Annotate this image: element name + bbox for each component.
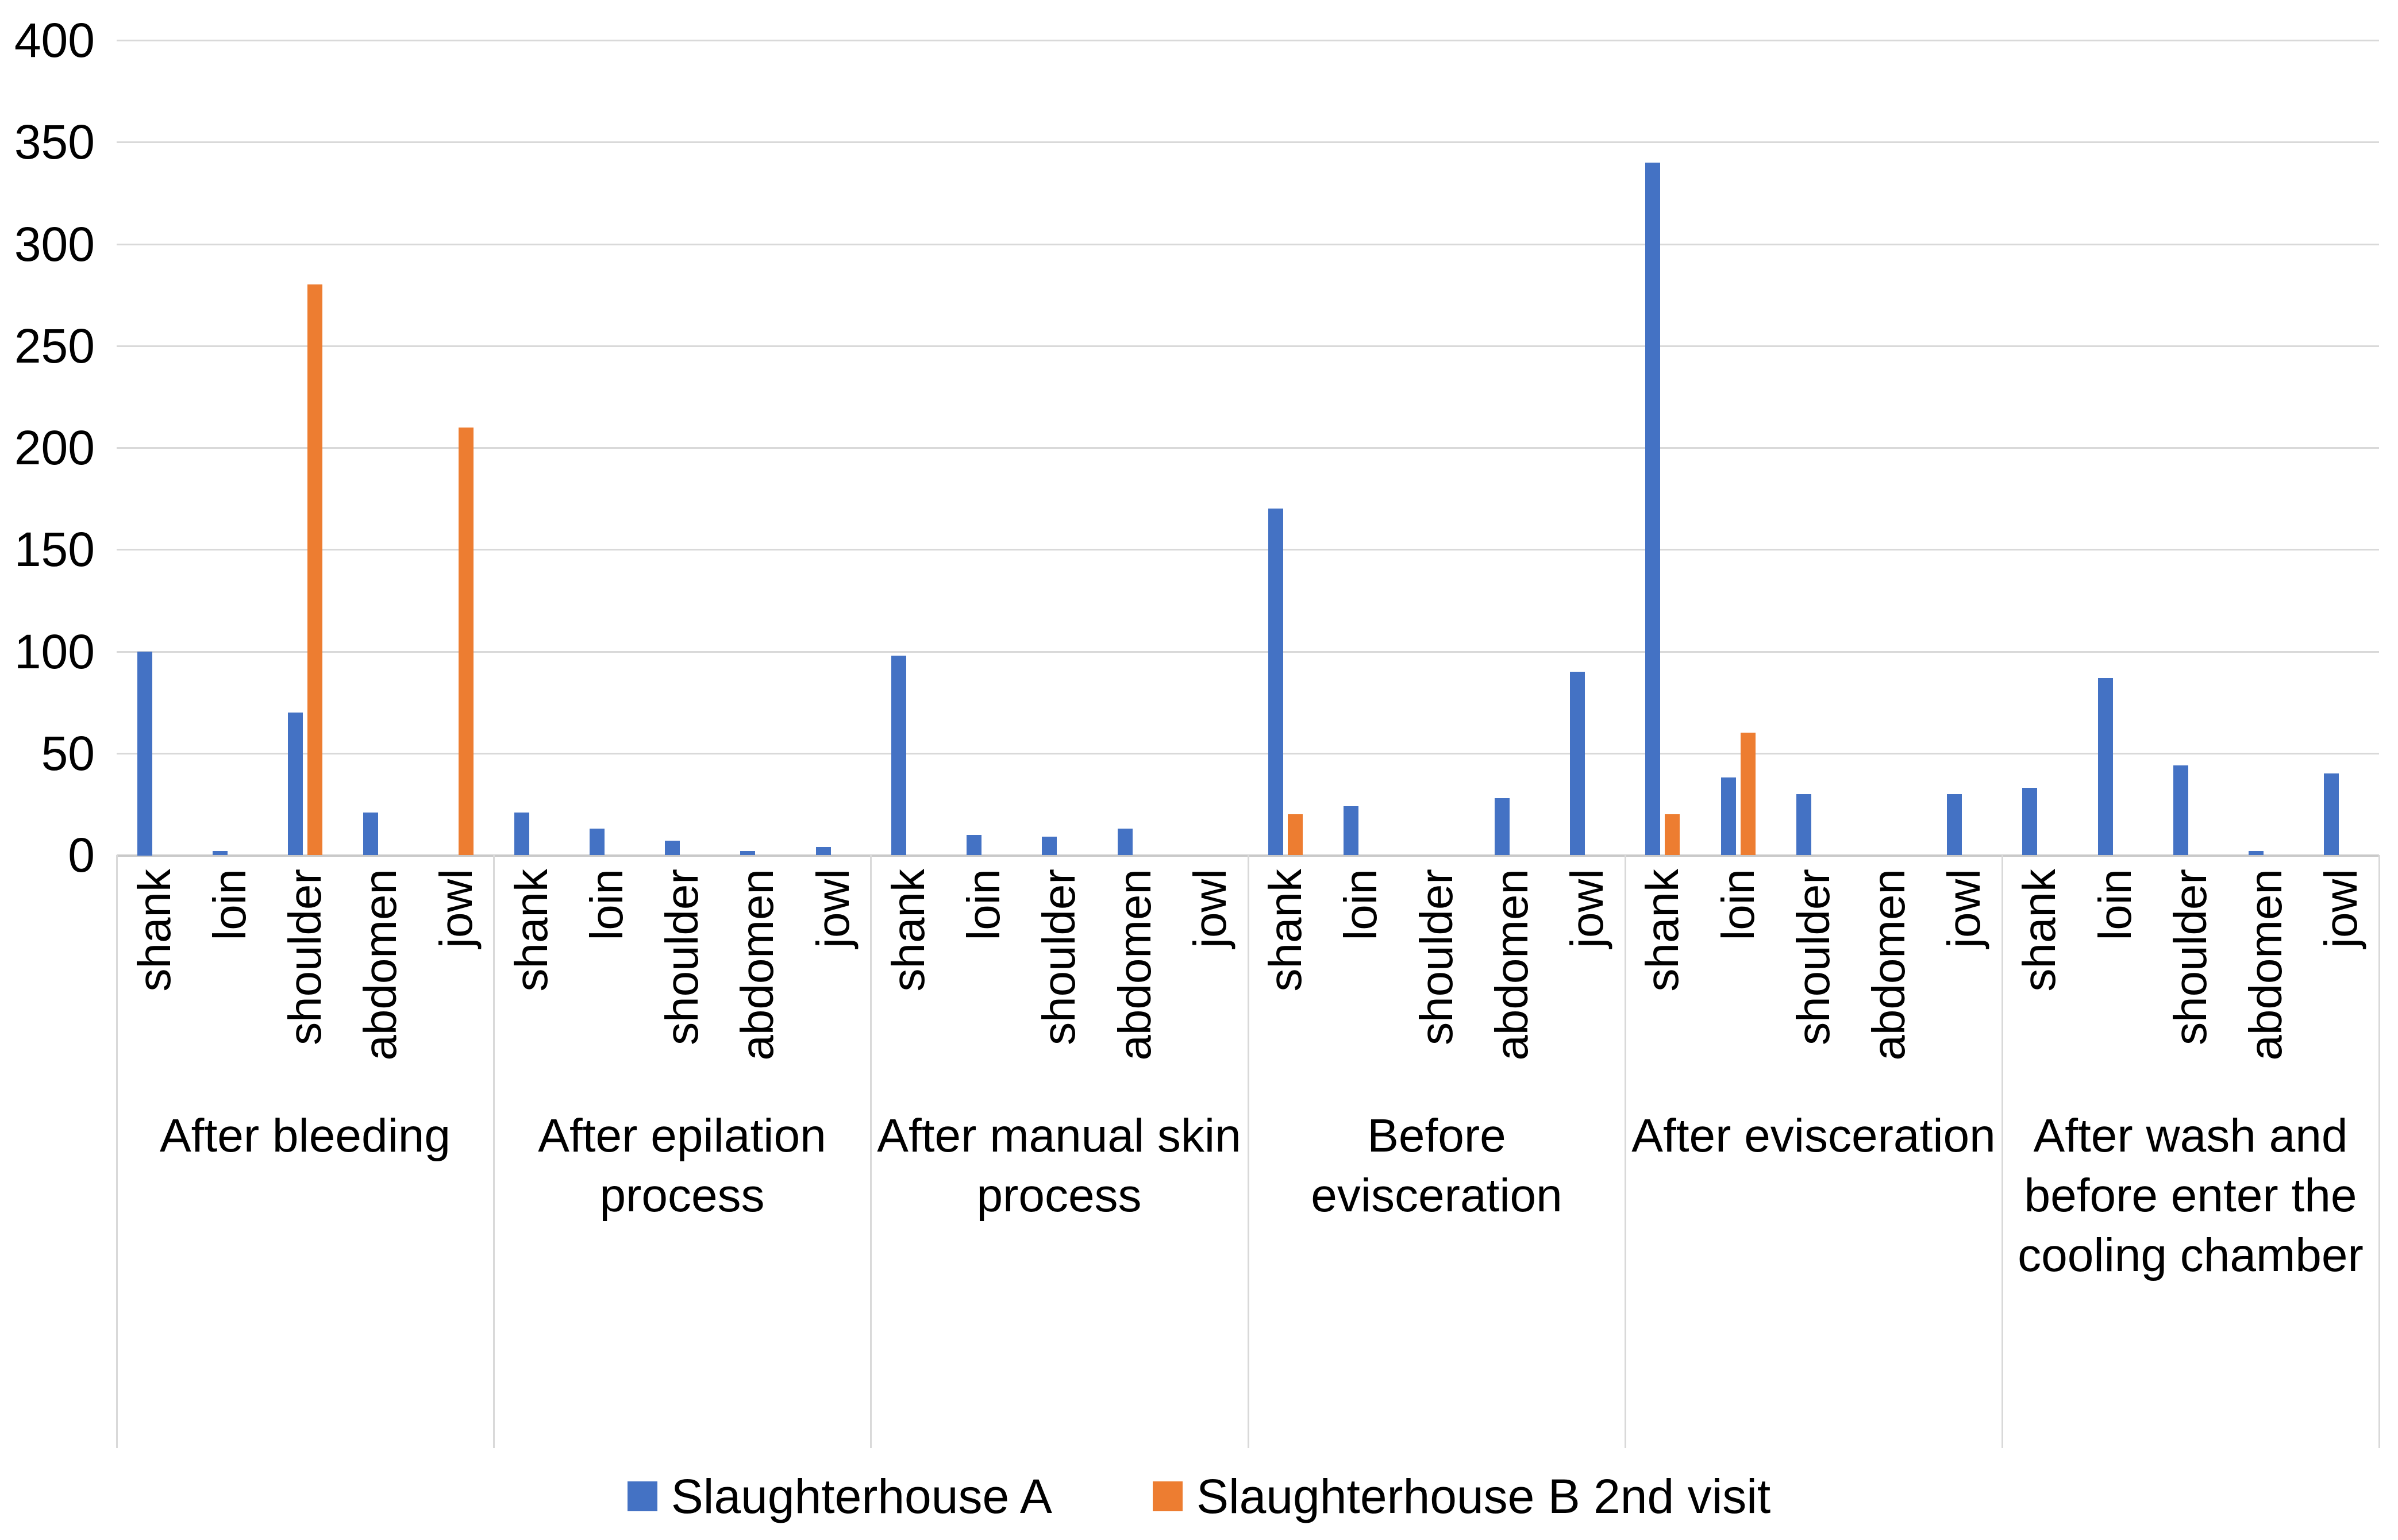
category-label-shoulder-group5: shoulder [1788, 869, 1839, 1045]
y-tick-label-250: 250 [14, 319, 95, 373]
category-label-jowl-group6: jowl [2315, 869, 2366, 948]
legend: Slaughterhouse A Slaughterhouse B 2nd vi… [0, 1469, 2398, 1524]
category-label-jowl-group4: jowl [1561, 869, 1612, 948]
category-label-shoulder-group6: shoulder [2165, 869, 2216, 1045]
y-tick-label-100: 100 [14, 625, 95, 679]
category-label-jowl-group3: jowl [1184, 869, 1235, 948]
bar-a-shank-group2 [514, 813, 529, 855]
category-label-shank-group1: shank [129, 869, 180, 992]
category-label-loin-group1: loin [204, 869, 255, 941]
gridline-250 [117, 345, 2379, 347]
y-tick-label-0: 0 [68, 828, 95, 882]
group-divider-6 [2378, 855, 2380, 1448]
group-divider-5 [2001, 855, 2003, 1448]
category-label-abdomen-group3: abdomen [1109, 869, 1160, 1061]
gridline-400 [117, 40, 2379, 41]
gridline-200 [117, 447, 2379, 449]
group-divider-2 [870, 855, 872, 1448]
bar-a-jowl-group5 [1947, 794, 1962, 855]
legend-item-slaughterhouse-b: Slaughterhouse B 2nd visit [1152, 1469, 1771, 1524]
legend-swatch-orange [1152, 1481, 1183, 1511]
group-label-6: After wash and before enter the cooling … [2018, 1110, 2364, 1281]
category-label-abdomen-group4: abdomen [1486, 869, 1537, 1061]
y-tick-label-50: 50 [41, 726, 95, 780]
legend-item-slaughterhouse-a: Slaughterhouse A [627, 1469, 1052, 1524]
bar-a-shoulder-group3 [1042, 837, 1057, 855]
bar-a-loin-group2 [590, 829, 605, 855]
category-label-shank-group6: shank [2014, 869, 2065, 992]
category-label-shoulder-group3: shoulder [1033, 869, 1084, 1045]
bar-a-jowl-group6 [2324, 773, 2339, 855]
bar-a-abdomen-group2 [740, 851, 755, 855]
gridline-100 [117, 651, 2379, 653]
bar-a-jowl-group2 [816, 847, 831, 855]
bar-a-loin-group6 [2098, 678, 2113, 855]
bar-a-shoulder-group6 [2173, 765, 2188, 855]
gridline-300 [117, 244, 2379, 245]
group-label-1: After bleeding [159, 1110, 451, 1162]
bar-a-loin-group5 [1721, 777, 1736, 855]
category-label-loin-group5: loin [1712, 869, 1764, 941]
gridline-50 [117, 753, 2379, 754]
group-divider-3 [1248, 855, 1249, 1448]
category-label-abdomen-group6: abdomen [2240, 869, 2291, 1061]
group-divider-1 [493, 855, 495, 1448]
bar-b-shank-group4 [1288, 814, 1303, 855]
category-label-jowl-group2: jowl [807, 869, 859, 948]
group-divider-0 [116, 855, 118, 1448]
category-label-shank-group4: shank [1260, 869, 1311, 992]
group-label-3: After manual skin process [877, 1110, 1241, 1222]
category-label-abdomen-group5: abdomen [1863, 869, 1914, 1061]
bar-a-loin-group3 [967, 835, 981, 855]
bar-a-abdomen-group3 [1118, 829, 1133, 855]
group-divider-4 [1625, 855, 1626, 1448]
category-label-loin-group4: loin [1335, 869, 1386, 941]
bar-a-shoulder-group2 [665, 841, 680, 855]
y-tick-label-150: 150 [14, 522, 95, 576]
bar-a-shank-group5 [1645, 163, 1660, 855]
y-tick-label-350: 350 [14, 115, 95, 169]
group-label-4: Before evisceration [1311, 1110, 1562, 1222]
category-label-loin-group2: loin [581, 869, 632, 941]
category-label-abdomen-group2: abdomen [732, 869, 783, 1061]
category-label-loin-group6: loin [2089, 869, 2141, 941]
category-label-jowl-group1: jowl [430, 869, 482, 948]
category-label-jowl-group5: jowl [1938, 869, 1989, 948]
group-label-2: After epilation process [538, 1110, 826, 1222]
bar-a-loin-group1 [213, 851, 228, 855]
gridline-150 [117, 549, 2379, 550]
legend-label: Slaughterhouse A [671, 1469, 1052, 1523]
bar-a-shank-group4 [1268, 509, 1283, 855]
bar-a-abdomen-group6 [2249, 851, 2264, 855]
category-label-shoulder-group1: shoulder [279, 869, 330, 1045]
bar-a-shoulder-group1 [288, 713, 303, 855]
bar-b-jowl-group1 [459, 428, 474, 855]
bar-b-shank-group5 [1665, 814, 1680, 855]
legend-swatch-blue [627, 1481, 657, 1511]
category-label-shank-group2: shank [506, 869, 557, 992]
y-tick-label-300: 300 [14, 217, 95, 271]
bar-b-shoulder-group1 [307, 284, 322, 855]
category-label-abdomen-group1: abdomen [355, 869, 406, 1061]
legend-label: Slaughterhouse B 2nd visit [1196, 1469, 1771, 1523]
bar-a-shank-group6 [2022, 788, 2037, 855]
group-label-5: After evisceration [1631, 1110, 1996, 1162]
y-tick-label-400: 400 [14, 13, 95, 67]
bar-a-shank-group3 [891, 656, 906, 855]
category-label-shank-group3: shank [883, 869, 934, 992]
bar-a-abdomen-group4 [1495, 798, 1510, 855]
y-tick-label-200: 200 [14, 421, 95, 475]
bar-a-loin-group4 [1344, 806, 1358, 855]
category-label-shoulder-group2: shoulder [656, 869, 707, 1045]
category-label-shank-group5: shank [1637, 869, 1688, 992]
category-label-shoulder-group4: shoulder [1411, 869, 1462, 1045]
category-label-loin-group3: loin [958, 869, 1009, 941]
bar-a-jowl-group4 [1570, 672, 1585, 855]
bar-a-shank-group1 [137, 652, 152, 856]
bar-b-loin-group5 [1741, 733, 1756, 855]
bar-a-shoulder-group5 [1796, 794, 1811, 855]
bar-a-abdomen-group1 [363, 813, 378, 855]
gridline-350 [117, 141, 2379, 143]
